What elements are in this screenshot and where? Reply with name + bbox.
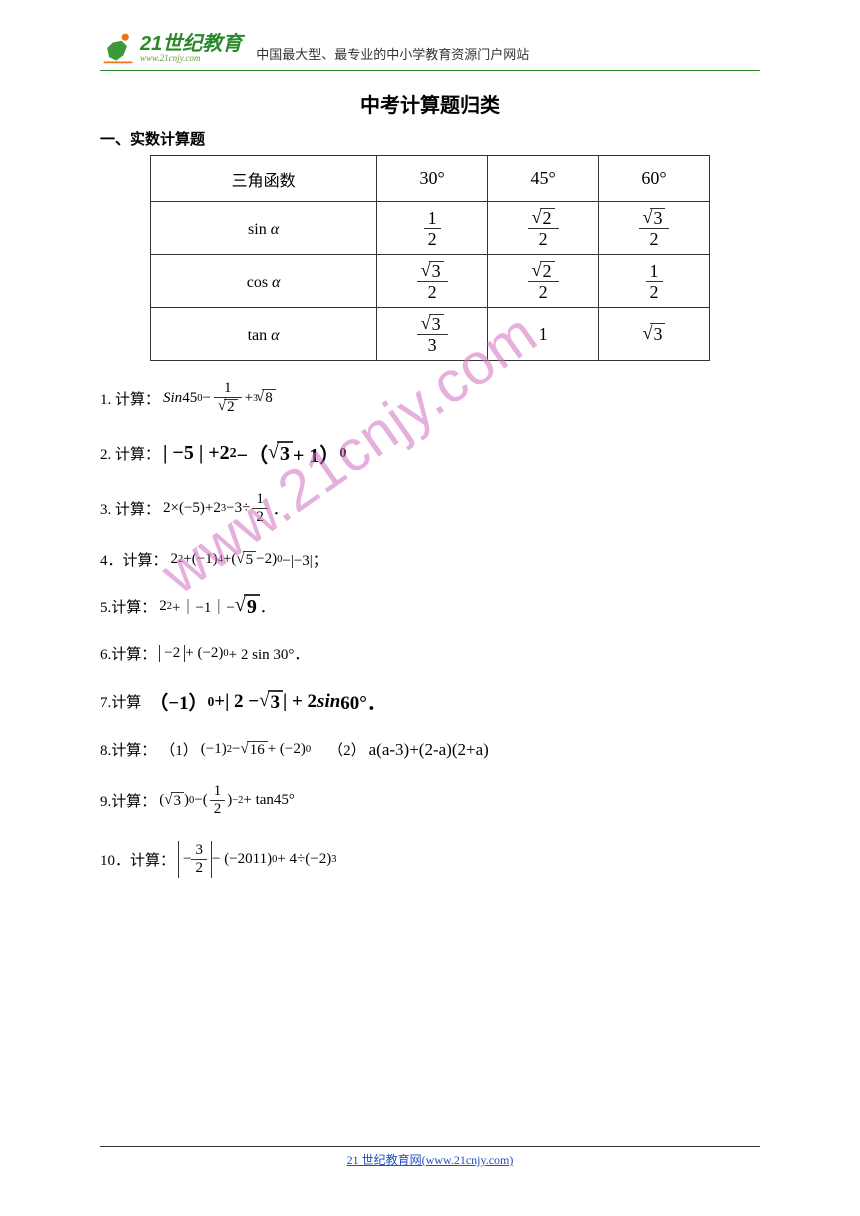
row-label: tan α bbox=[151, 308, 377, 361]
cell: √22 bbox=[488, 255, 599, 308]
th-30: 30° bbox=[377, 156, 488, 202]
cell: 1 bbox=[488, 308, 599, 361]
header-description: 中国最大型、最专业的中小学教育资源门户网站 bbox=[256, 44, 529, 63]
logo-text: 21世纪教育 www.21cnjy.com bbox=[140, 34, 242, 63]
q9-label: 9.计算： bbox=[100, 790, 156, 811]
q6-math: −2 + (−2)0 + 2 sin 30°． bbox=[159, 643, 309, 664]
footer-link[interactable]: 21 世纪教育网(www.21cnjy.com) bbox=[100, 1151, 760, 1168]
cell: √33 bbox=[377, 308, 488, 361]
question-2: 2. 计算： | −5 | +22 −（√3 + 1）0 bbox=[100, 439, 760, 468]
q2-label: 2. 计算： bbox=[100, 443, 160, 464]
logo-subtitle: www.21cnjy.com bbox=[140, 54, 242, 63]
footer: 21 世纪教育网(www.21cnjy.com) bbox=[100, 1146, 760, 1168]
th-func: 三角函数 bbox=[151, 156, 377, 202]
q8-label: 8.计算： bbox=[100, 739, 156, 760]
question-1: 1. 计算： Sin450 − 1√2 + 3√8 bbox=[100, 381, 760, 415]
q8-math2: a(a-3)+(2-a)(2+a) bbox=[369, 740, 489, 760]
th-60: 60° bbox=[599, 156, 710, 202]
question-7: 7.计算 （−1）0 +| 2 − √3 | + 2sin60°． bbox=[100, 688, 760, 715]
footer-divider bbox=[100, 1146, 760, 1147]
q3-suffix: ． bbox=[273, 498, 288, 519]
q4-label: 4．计算： bbox=[100, 549, 168, 570]
th-45: 45° bbox=[488, 156, 599, 202]
question-10: 10．计算： −32 − (−2011)0 + 4÷(−2)3 bbox=[100, 841, 760, 878]
q7-label: 7.计算 bbox=[100, 691, 141, 712]
q3-math: 2×(−5)+23−3÷12 bbox=[163, 492, 270, 525]
row-label: sin α bbox=[151, 202, 377, 255]
q6-label: 6.计算： bbox=[100, 643, 156, 664]
trig-table: 三角函数 30° 45° 60° sin α 12 √22 √32 cos α … bbox=[150, 155, 710, 361]
question-3: 3. 计算： 2×(−5)+23−3÷12 ． bbox=[100, 492, 760, 525]
q1-math: Sin450 − 1√2 + 3√8 bbox=[163, 381, 276, 415]
row-label: cos α bbox=[151, 255, 377, 308]
table-row: tan α √33 1 √3 bbox=[151, 308, 710, 361]
cell: √32 bbox=[377, 255, 488, 308]
q3-label: 3. 计算： bbox=[100, 498, 160, 519]
cell: √32 bbox=[599, 202, 710, 255]
q8-part2-label: （2） bbox=[328, 739, 366, 760]
page-title: 中考计算题归类 bbox=[100, 89, 760, 118]
logo: 21世纪教育 www.21cnjy.com bbox=[100, 30, 242, 66]
header: 21世纪教育 www.21cnjy.com 中国最大型、最专业的中小学教育资源门… bbox=[100, 30, 760, 66]
cell: √22 bbox=[488, 202, 599, 255]
table-row: cos α √32 √22 12 bbox=[151, 255, 710, 308]
q1-label: 1. 计算： bbox=[100, 388, 160, 409]
q10-label: 10．计算： bbox=[100, 849, 175, 870]
q10-math: −32 − (−2011)0 + 4÷(−2)3 bbox=[178, 841, 336, 878]
logo-title: 21世纪教育 bbox=[140, 34, 242, 54]
question-5: 5.计算： 22+｜−1｜− √9． bbox=[100, 594, 760, 619]
runner-icon bbox=[100, 30, 136, 66]
cell: 12 bbox=[599, 255, 710, 308]
question-4: 4．计算： 22+(−1)4+(√5−2)0−|−3|； bbox=[100, 549, 760, 570]
table-row: sin α 12 √22 √32 bbox=[151, 202, 710, 255]
q7-math: （−1）0 +| 2 − √3 | + 2sin60°． bbox=[149, 688, 386, 715]
cell: √3 bbox=[599, 308, 710, 361]
q5-math: 22+｜−1｜− √9． bbox=[159, 594, 275, 619]
q8-part1-label: （1） bbox=[160, 739, 198, 760]
question-8: 8.计算： （1） (−1)2 − √16 + (−2)0 （2） a(a-3)… bbox=[100, 739, 760, 760]
section-label: 一、实数计算题 bbox=[100, 128, 760, 149]
question-6: 6.计算： −2 + (−2)0 + 2 sin 30°． bbox=[100, 643, 760, 664]
q4-math: 22+(−1)4+(√5−2)0−|−3|； bbox=[171, 549, 328, 570]
table-header-row: 三角函数 30° 45° 60° bbox=[151, 156, 710, 202]
cell: 12 bbox=[377, 202, 488, 255]
page-container: 21世纪教育 www.21cnjy.com 中国最大型、最专业的中小学教育资源门… bbox=[0, 0, 860, 942]
question-9: 9.计算： (√3)0−(12)−2+ tan45° bbox=[100, 784, 760, 817]
q8-math1: (−1)2 − √16 + (−2)0 bbox=[201, 741, 311, 759]
q9-math: (√3)0−(12)−2+ tan45° bbox=[159, 784, 295, 817]
q2-math: | −5 | +22 −（√3 + 1）0 bbox=[163, 439, 346, 468]
q5-label: 5.计算： bbox=[100, 596, 156, 617]
header-divider bbox=[100, 70, 760, 71]
